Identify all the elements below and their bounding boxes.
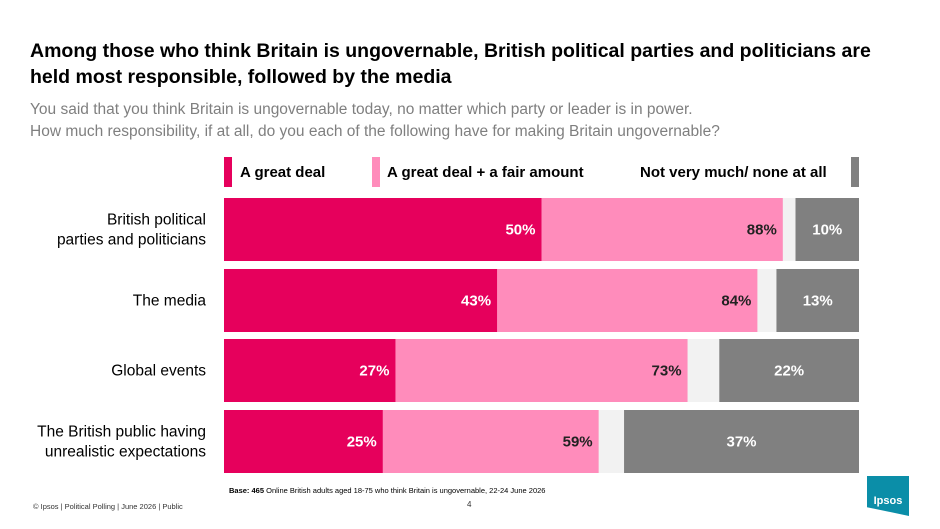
category-label: The media — [133, 293, 207, 310]
legend-swatch-great-fair — [372, 157, 380, 187]
value-label-great-fair: 59% — [563, 434, 593, 451]
category-label: Global events — [111, 363, 206, 380]
bar-not-much — [719, 339, 859, 402]
subtitle-line-1: You said that you think Britain is ungov… — [30, 101, 693, 118]
value-label-not-much: 37% — [727, 434, 757, 451]
value-label-great-fair: 88% — [747, 222, 777, 239]
value-label-great-fair: 73% — [652, 363, 682, 380]
value-label-great-fair: 84% — [721, 293, 751, 310]
category-label: British political — [107, 212, 206, 229]
value-label-not-much: 13% — [803, 293, 833, 310]
value-label-not-much: 10% — [812, 222, 842, 239]
bar-not-much — [776, 269, 859, 332]
legend-label-not-much: Not very much/ none at all — [640, 164, 827, 181]
legend-swatch-great-deal — [224, 157, 232, 187]
base-text: Online British adults aged 18-75 who thi… — [264, 486, 546, 495]
legend-label-great-deal: A great deal — [240, 164, 326, 181]
page-title: Among those who think Britain is ungover… — [30, 40, 871, 88]
value-label-great-deal: 50% — [505, 222, 535, 239]
legend-label-great-fair: A great deal + a fair amount — [387, 164, 584, 181]
value-label-great-deal: 27% — [359, 363, 389, 380]
bar-great-deal — [224, 339, 396, 402]
bar-great-deal — [224, 198, 542, 261]
category-label: The British public having — [37, 424, 206, 441]
legend-swatch-not-much — [851, 157, 859, 187]
value-label-great-deal: 43% — [461, 293, 491, 310]
bar-not-much — [624, 410, 859, 473]
footer: © Ipsos | Political Polling | June 2026 … — [33, 502, 183, 511]
base-label: Base: 465 — [229, 486, 265, 495]
bar-great-deal — [224, 269, 498, 332]
value-label-not-much: 22% — [774, 363, 804, 380]
category-label: unrealistic expectations — [45, 444, 206, 461]
base-note: Base: 465 Online British adults aged 18-… — [229, 486, 545, 495]
bar-not-much — [795, 198, 859, 261]
logo-text: Ipsos — [873, 495, 903, 507]
subtitle-line-2: How much responsibility, if at all, do y… — [30, 123, 720, 140]
category-label: parties and politicians — [57, 232, 206, 249]
page-number: 4 — [467, 500, 472, 509]
bar-great-deal — [224, 410, 383, 473]
value-label-great-deal: 25% — [347, 434, 377, 451]
